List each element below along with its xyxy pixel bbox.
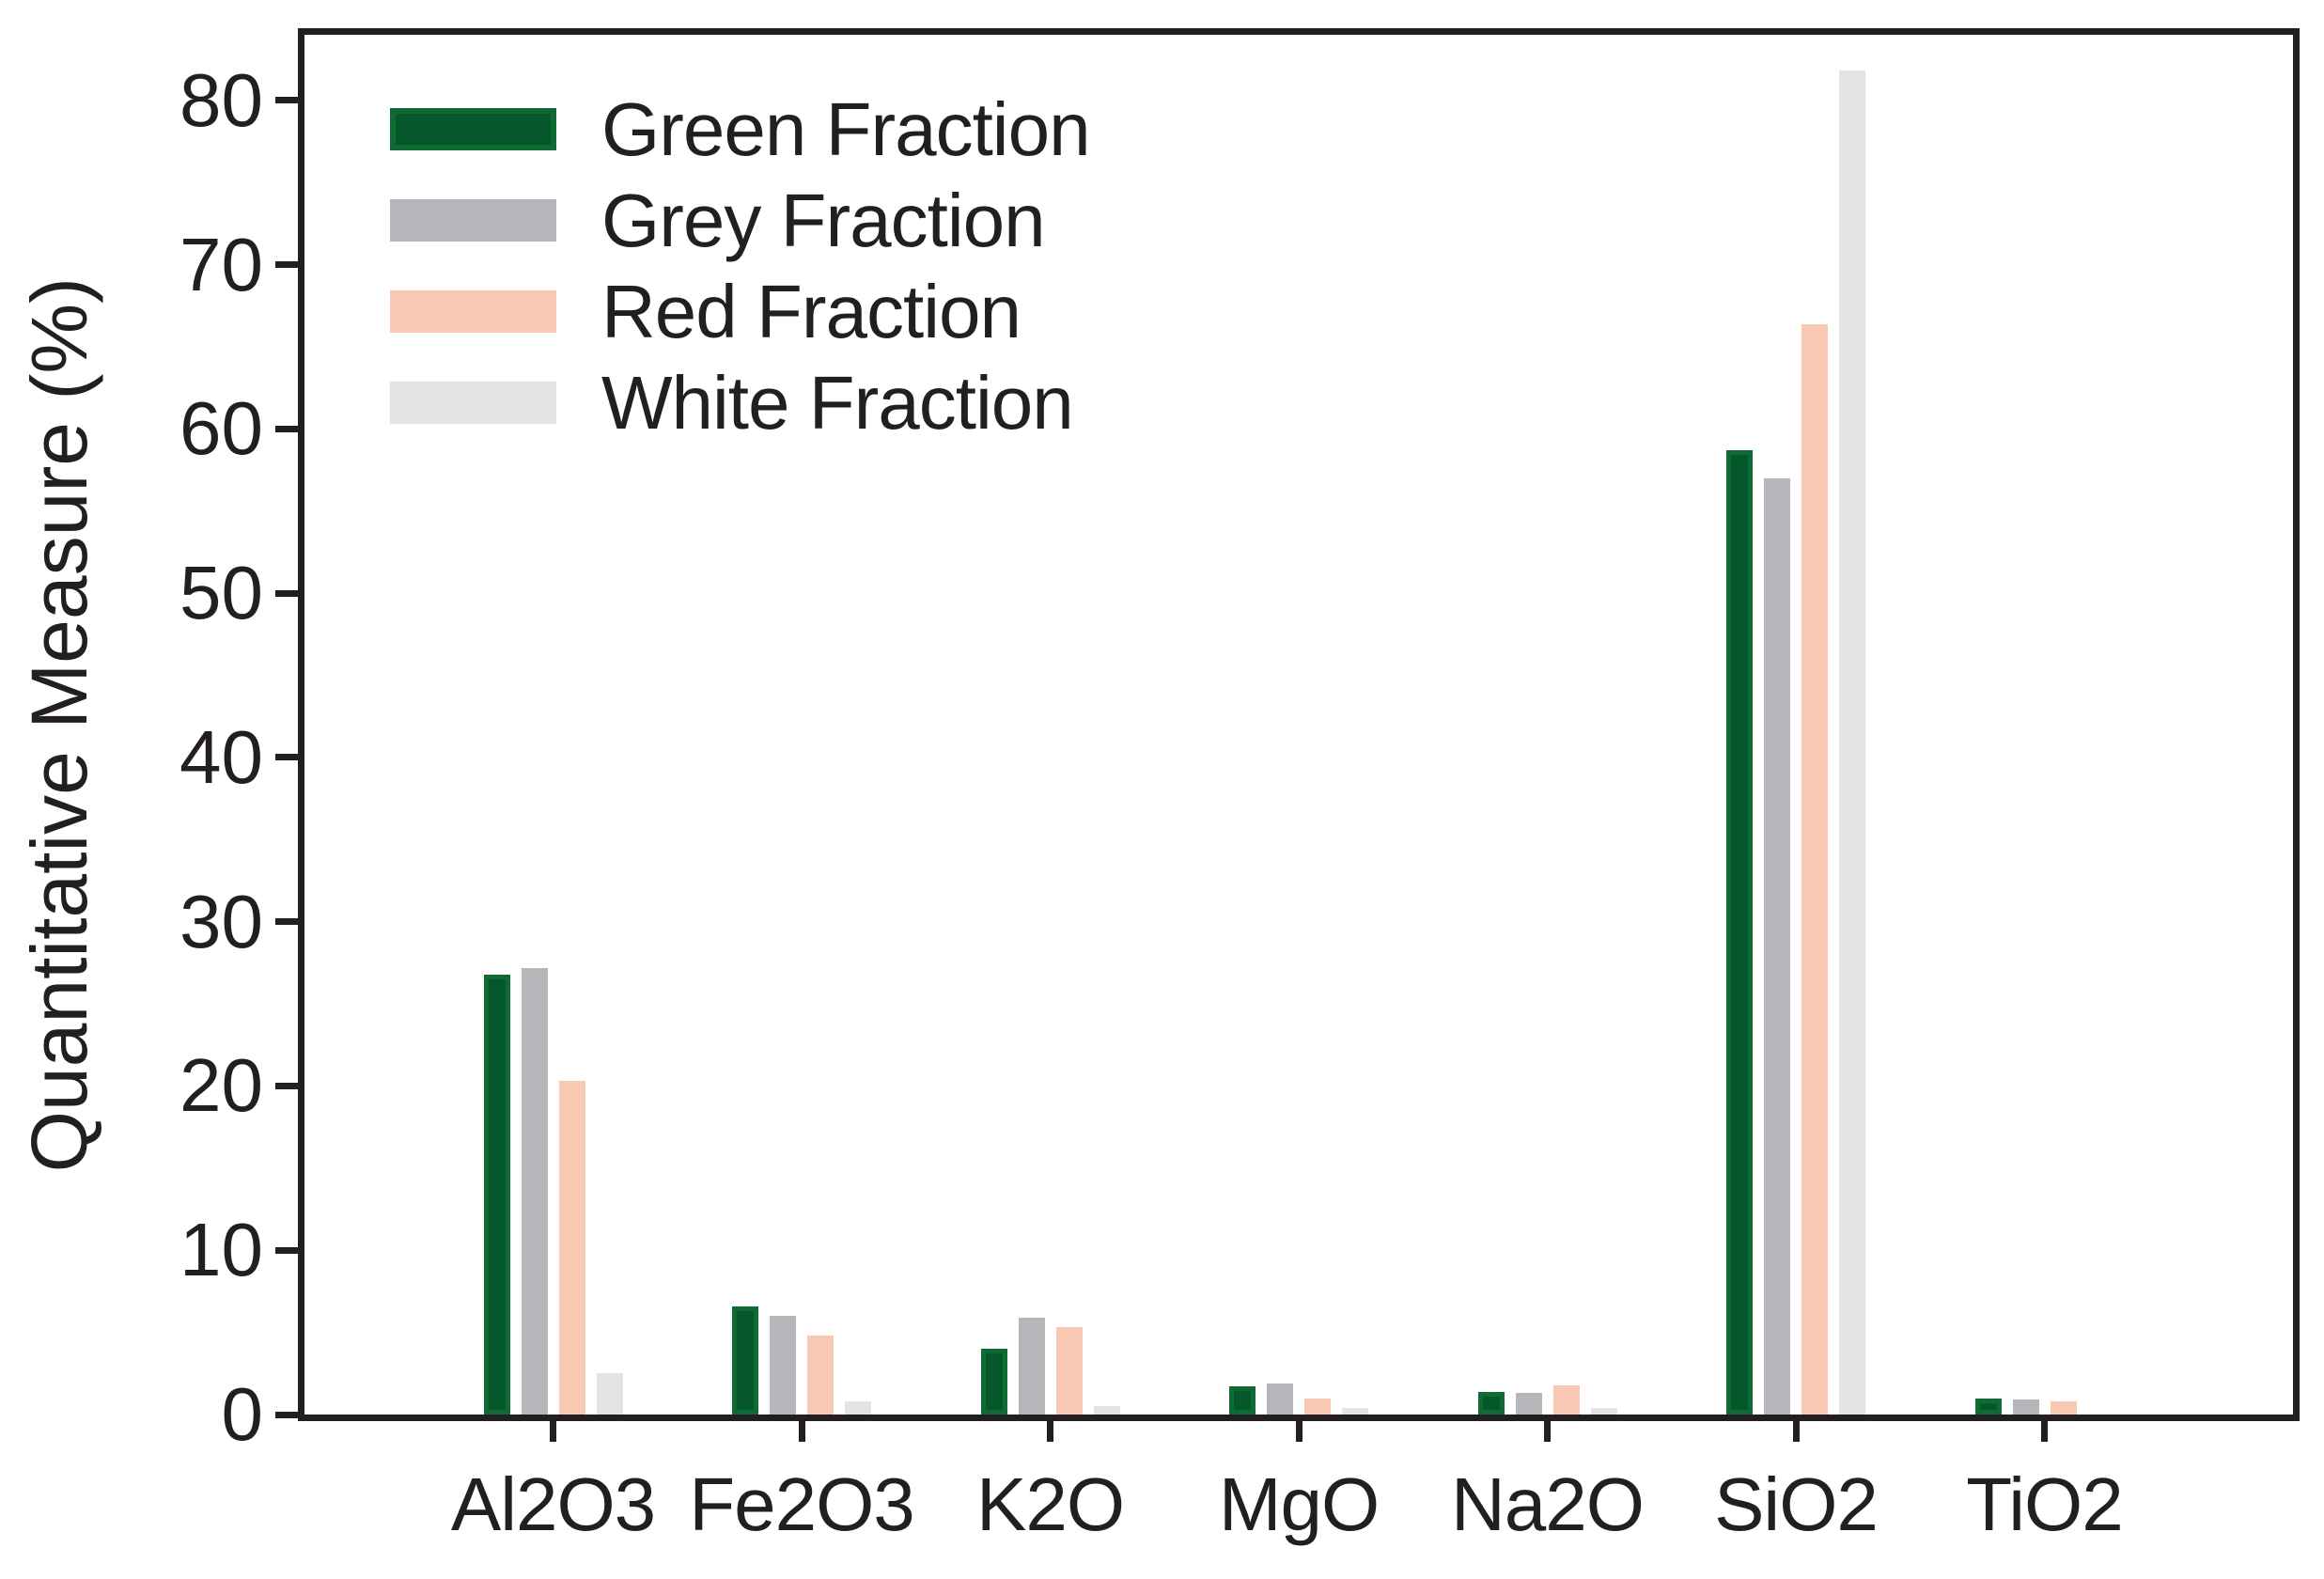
bar-sio2-red — [1801, 323, 1828, 1415]
y-axis-tick-label: 0 — [221, 1372, 264, 1456]
y-axis-tick-label: 10 — [179, 1208, 263, 1292]
bar-k2o-white — [1093, 1406, 1120, 1415]
y-axis-tick-label: 60 — [179, 386, 263, 471]
bar-al2o3-red — [558, 1081, 585, 1415]
bar-fe2o3-green — [732, 1305, 758, 1415]
legend-swatch — [390, 382, 556, 424]
bar-mgo-grey — [1267, 1383, 1293, 1415]
bar-fe2o3-red — [807, 1336, 834, 1415]
bar-al2o3-grey — [521, 967, 548, 1415]
bar-k2o-green — [980, 1349, 1007, 1415]
y-axis-tick — [275, 425, 298, 432]
x-axis-tick — [1047, 1421, 1053, 1442]
y-axis-tick — [275, 1411, 298, 1418]
bar-tio2-grey — [2012, 1399, 2039, 1415]
y-axis-tick-label: 30 — [179, 879, 263, 963]
bar-na2o-red — [1552, 1384, 1580, 1415]
bar-mgo-green — [1229, 1386, 1256, 1415]
bar-al2o3-white — [596, 1373, 623, 1415]
bar-sio2-green — [1726, 450, 1753, 1415]
x-axis-tick-label: K2O — [975, 1462, 1125, 1546]
legend-label: Grey Fraction — [601, 178, 1046, 262]
bar-tio2-red — [2050, 1401, 2077, 1415]
y-axis-tick — [275, 1082, 298, 1089]
legend-swatch — [390, 290, 556, 333]
bar-sio2-grey — [1764, 477, 1790, 1415]
bar-fe2o3-white — [845, 1401, 871, 1415]
y-axis-tick-label: 40 — [179, 714, 263, 799]
bar-mgo-red — [1304, 1398, 1331, 1415]
x-axis-tick-label: TiO2 — [1966, 1462, 2123, 1546]
x-axis-tick — [2041, 1421, 2048, 1442]
legend-swatch — [390, 108, 556, 150]
bar-k2o-red — [1055, 1327, 1083, 1415]
bar-na2o-green — [1477, 1391, 1505, 1415]
y-axis-tick — [275, 754, 298, 761]
x-axis-tick — [1792, 1421, 1800, 1442]
legend: Green Fraction Grey Fraction Red Fraction W… — [390, 87, 1091, 445]
bar-tio2-green — [1974, 1398, 2002, 1415]
y-axis-tick-label: 20 — [179, 1043, 263, 1128]
plot-area: Green Fraction Grey Fraction Red Fraction W… — [298, 28, 2300, 1421]
x-axis-tick — [550, 1421, 556, 1442]
y-axis-tick — [275, 261, 298, 269]
x-axis-tick — [798, 1421, 805, 1442]
y-axis-tick — [275, 97, 298, 104]
bar-k2o-grey — [1018, 1317, 1045, 1415]
x-axis-tick — [1295, 1421, 1302, 1442]
x-axis-tick — [1544, 1421, 1551, 1442]
y-axis-tick — [275, 589, 298, 597]
y-axis-tick-label: 70 — [179, 222, 263, 306]
y-axis-tick-label: 80 — [179, 57, 263, 142]
legend-item-red: Red Fraction — [390, 270, 1090, 353]
x-axis-tick-label: Al2O3 — [450, 1462, 656, 1546]
bar-na2o-grey — [1515, 1393, 1542, 1415]
legend-item-grey: Grey Fraction — [390, 179, 1090, 262]
x-axis-tick-label: SiO2 — [1714, 1462, 1879, 1546]
legend-label: White Fraction — [601, 360, 1074, 445]
y-axis-tick-label: 50 — [179, 551, 263, 635]
x-axis-tick-label: Na2O — [1451, 1462, 1645, 1546]
legend-label: Green Fraction — [601, 86, 1091, 171]
y-axis-tick — [275, 918, 298, 926]
x-axis-tick-label: Fe2O3 — [689, 1462, 915, 1546]
legend-swatch — [390, 199, 556, 242]
legend-item-green: Green Fraction — [390, 87, 1091, 171]
bar-sio2-white — [1839, 70, 1865, 1415]
bar-fe2o3-grey — [770, 1316, 796, 1415]
x-axis-tick-label: MgO — [1218, 1462, 1380, 1546]
legend-item-white: White Fraction — [390, 361, 1090, 445]
y-axis-tick — [275, 1246, 298, 1254]
legend-label: Red Fraction — [601, 269, 1022, 353]
bar-na2o-white — [1590, 1408, 1617, 1415]
bar-al2o3-green — [483, 974, 510, 1415]
bar-mgo-white — [1342, 1408, 1368, 1415]
